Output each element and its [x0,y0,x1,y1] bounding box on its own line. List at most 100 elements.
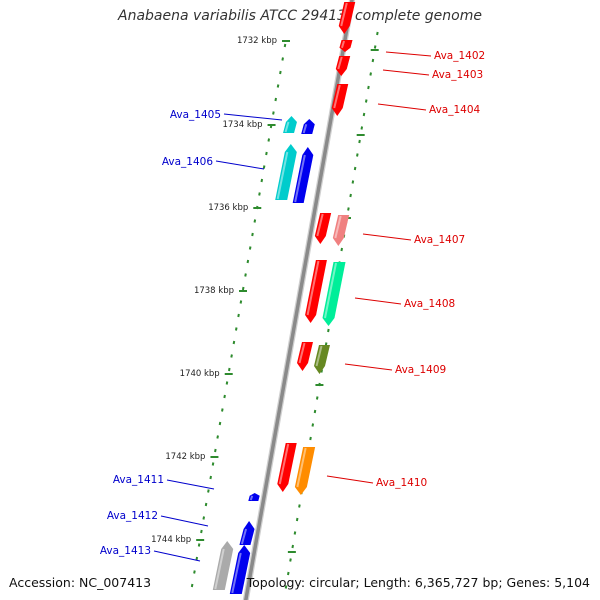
tick-dot-reverse [234,327,238,331]
tick-dot-reverse [244,273,247,277]
tick-dot-forward [291,544,295,549]
gene-ava-1404[interactable] [331,84,349,116]
gene-cog-1405-shade [284,121,290,133]
tick-dot-forward [364,99,368,103]
tick-dot-reverse [228,367,231,372]
gene-label-ava-1413[interactable]: Ava_1413 [100,545,151,557]
gene-leader-line [344,363,393,371]
tick-dot-reverse [283,43,287,48]
gene-leader-line [362,233,412,241]
tick-dot-forward [362,112,366,117]
gene-leader-line [382,69,430,76]
gene-label-ava-1403[interactable]: Ava_1403 [432,69,483,81]
gene-leader-line [385,51,432,57]
tick-dot-forward [327,328,330,333]
gene-ava-1402-shade [341,40,345,49]
gene-label-ava-1402[interactable]: Ava_1402 [434,50,485,62]
gene-ava-1406[interactable] [292,147,314,203]
gene-label-ava-1404[interactable]: Ava_1404 [429,104,481,116]
tick-dot-forward [298,504,301,508]
gene-leader-line [160,515,209,527]
gene-ava-1401-shade [340,2,348,27]
tick-dot-reverse [221,408,224,412]
tick-dot-reverse [246,259,250,264]
tick-dot-forward [351,180,355,184]
topology-text: Topology: circular; Length: 6,365,727 bp… [246,575,590,590]
gene-cog-1407[interactable] [332,215,350,246]
tick-dot-reverse [239,300,243,304]
tick-dot-reverse [281,57,284,61]
tick-dot-reverse [218,421,222,426]
gene-ava-1409-shade [298,342,306,364]
tick-dot-reverse [265,151,268,156]
tick-dot-forward [349,193,352,198]
tick-dot-forward [376,31,379,36]
gene-cog-1413-shade [214,548,225,590]
gene-ava-1403[interactable] [335,56,351,76]
tick-dot-reverse [214,448,217,453]
tick-dot-reverse [204,502,208,507]
gene-leader-line [223,113,283,121]
gene-ava-1402[interactable] [339,40,353,52]
tick-dot-forward [367,85,370,90]
gene-ava-1407[interactable] [314,213,332,244]
tick-dot-reverse [230,354,233,358]
gene-ava-1412[interactable] [239,521,255,545]
gene-cog-1413[interactable] [212,541,234,590]
gene-label-ava-1407[interactable]: Ava_1407 [414,234,465,246]
tick-dot-forward [373,45,377,49]
tick-dot-reverse [251,232,254,237]
tick-dot-reverse [190,583,194,588]
tick-dot-forward [360,126,364,130]
gene-label-ava-1412[interactable]: Ava_1412 [107,510,158,522]
gene-leader-line [153,550,201,562]
gene-ava-1409[interactable] [297,342,313,371]
kbp-tick-label: 1734 kbp [222,120,262,130]
tick-dot-forward [309,436,312,441]
gene-cog-1409-shade [315,345,323,367]
gene-ava-1410[interactable] [277,443,297,492]
kbp-tick-label: 1742 kbp [165,452,205,462]
gene-cog-1408-shade [324,262,337,319]
tick-dot-reverse [223,394,226,399]
gene-cog-1408[interactable] [322,262,346,326]
kbp-tick-label: 1738 kbp [194,286,234,296]
tick-dot-reverse [202,516,206,520]
gene-cog-1410[interactable] [294,447,316,495]
gene-cog-1409[interactable] [314,345,330,374]
tick-dot-forward [315,396,319,400]
tick-dot-forward [340,247,344,252]
tick-dot-reverse [232,340,236,345]
tick-dot-reverse [262,165,266,169]
gene-ava-1405[interactable] [301,119,315,134]
gene-label-ava-1406[interactable]: Ava_1406 [162,156,214,168]
tick-dot-reverse [274,97,278,102]
gene-ava-1413[interactable] [229,545,251,594]
gene-ava-1407-shade [316,213,324,237]
gene-cog-1407-shade [334,215,342,239]
gene-label-ava-1408[interactable]: Ava_1408 [404,298,455,310]
genome-title: Anabaena variabilis ATCC 29413, complete… [118,8,482,24]
gene-leader-line [215,160,265,170]
gene-label-ava-1410[interactable]: Ava_1410 [376,477,427,489]
gene-leader-line [166,479,215,490]
tick-dot-forward [369,72,372,76]
gene-ava-1411[interactable] [248,493,260,501]
tick-dot-reverse [209,475,212,480]
gene-cog-1405[interactable] [283,116,297,133]
gene-ava-1408[interactable] [305,260,327,323]
gene-ava-1408-shade [306,260,320,316]
gene-label-ava-1411[interactable]: Ava_1411 [113,474,164,486]
tick-dot-forward [289,558,292,562]
tick-dot-reverse [237,313,240,318]
tick-dot-reverse [216,435,219,439]
gene-cog-1406[interactable] [275,144,297,200]
tick-dot-reverse [253,219,257,223]
tick-dot-forward [286,571,290,576]
gene-label-ava-1409[interactable]: Ava_1409 [395,364,446,376]
gene-label-ava-1405[interactable]: Ava_1405 [170,109,221,121]
kbp-tick-label: 1736 kbp [208,203,248,213]
gene-ava-1401[interactable] [338,2,356,34]
tick-dot-forward [358,139,361,144]
